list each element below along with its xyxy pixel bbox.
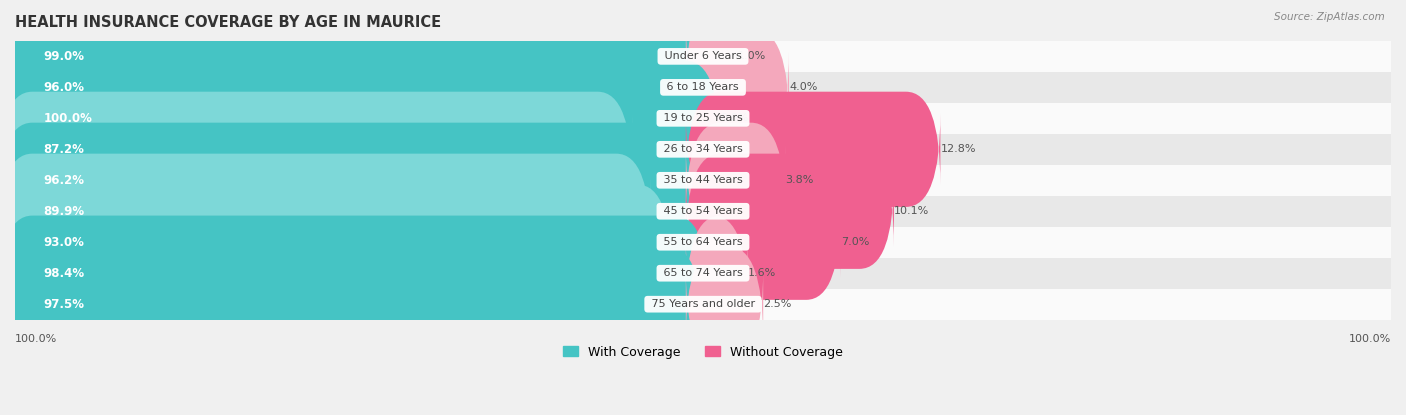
Bar xyxy=(15,165,1391,196)
Text: HEALTH INSURANCE COVERAGE BY AGE IN MAURICE: HEALTH INSURANCE COVERAGE BY AGE IN MAUR… xyxy=(15,15,441,30)
Text: 12.8%: 12.8% xyxy=(941,144,976,154)
FancyBboxPatch shape xyxy=(0,247,703,362)
Text: 0.0%: 0.0% xyxy=(720,113,748,123)
Text: 35 to 44 Years: 35 to 44 Years xyxy=(659,175,747,185)
Bar xyxy=(15,227,1391,258)
Text: 89.9%: 89.9% xyxy=(44,205,84,218)
Text: 55 to 64 Years: 55 to 64 Years xyxy=(659,237,747,247)
Text: 1.0%: 1.0% xyxy=(737,51,766,61)
Text: Under 6 Years: Under 6 Years xyxy=(661,51,745,61)
FancyBboxPatch shape xyxy=(686,185,841,300)
FancyBboxPatch shape xyxy=(686,154,894,269)
FancyBboxPatch shape xyxy=(686,247,763,362)
Bar xyxy=(15,258,1391,289)
Text: 45 to 54 Years: 45 to 54 Years xyxy=(659,206,747,216)
Text: 100.0%: 100.0% xyxy=(44,112,93,125)
FancyBboxPatch shape xyxy=(0,0,713,114)
Text: 6 to 18 Years: 6 to 18 Years xyxy=(664,82,742,93)
Bar xyxy=(15,41,1391,72)
FancyBboxPatch shape xyxy=(0,123,695,238)
Text: 97.5%: 97.5% xyxy=(44,298,84,311)
Text: Source: ZipAtlas.com: Source: ZipAtlas.com xyxy=(1274,12,1385,22)
Bar xyxy=(15,134,1391,165)
Legend: With Coverage, Without Coverage: With Coverage, Without Coverage xyxy=(558,341,848,364)
FancyBboxPatch shape xyxy=(0,154,651,269)
Bar xyxy=(15,103,1391,134)
FancyBboxPatch shape xyxy=(0,61,720,176)
Text: 19 to 25 Years: 19 to 25 Years xyxy=(659,113,747,123)
Bar xyxy=(15,289,1391,320)
Bar xyxy=(15,196,1391,227)
FancyBboxPatch shape xyxy=(0,185,672,300)
Text: 100.0%: 100.0% xyxy=(1348,334,1391,344)
Text: 1.6%: 1.6% xyxy=(748,268,776,278)
Text: 3.8%: 3.8% xyxy=(786,175,814,185)
Text: 99.0%: 99.0% xyxy=(44,50,84,63)
Text: 87.2%: 87.2% xyxy=(44,143,84,156)
FancyBboxPatch shape xyxy=(0,30,693,145)
FancyBboxPatch shape xyxy=(0,216,709,331)
Bar xyxy=(15,72,1391,103)
Text: 7.0%: 7.0% xyxy=(841,237,869,247)
FancyBboxPatch shape xyxy=(686,123,786,238)
FancyBboxPatch shape xyxy=(686,0,737,114)
Text: 26 to 34 Years: 26 to 34 Years xyxy=(659,144,747,154)
Text: 96.2%: 96.2% xyxy=(44,174,84,187)
Text: 65 to 74 Years: 65 to 74 Years xyxy=(659,268,747,278)
FancyBboxPatch shape xyxy=(0,92,633,207)
FancyBboxPatch shape xyxy=(686,30,789,145)
Text: 4.0%: 4.0% xyxy=(789,82,817,93)
Text: 93.0%: 93.0% xyxy=(44,236,84,249)
Text: 10.1%: 10.1% xyxy=(894,206,929,216)
Text: 75 Years and older: 75 Years and older xyxy=(648,299,758,309)
Text: 100.0%: 100.0% xyxy=(15,334,58,344)
Text: 98.4%: 98.4% xyxy=(44,267,84,280)
FancyBboxPatch shape xyxy=(686,216,748,331)
Text: 2.5%: 2.5% xyxy=(763,299,792,309)
Text: 96.0%: 96.0% xyxy=(44,81,84,94)
FancyBboxPatch shape xyxy=(686,92,941,207)
